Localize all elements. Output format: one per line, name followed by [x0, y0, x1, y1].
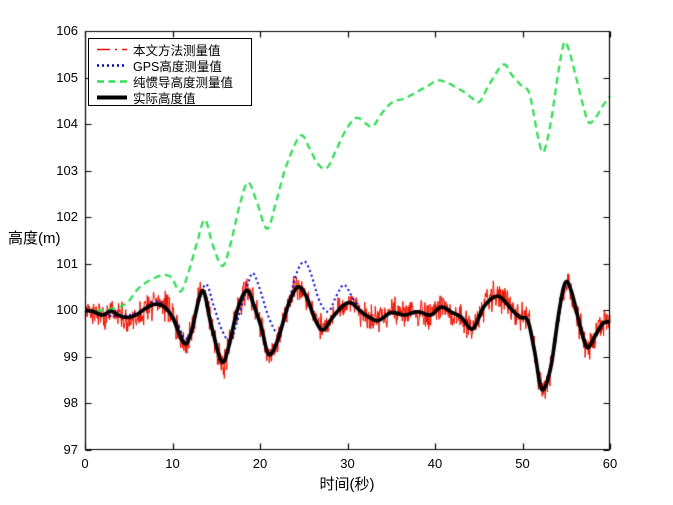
x-tick-label: 10: [165, 456, 180, 471]
y-tick-label: 97: [63, 442, 78, 457]
x-tick-label: 50: [515, 456, 530, 471]
x-tick-label: 30: [340, 456, 355, 471]
legend-label: 本文方法测量值: [133, 43, 221, 58]
x-tick-label: 60: [602, 456, 618, 471]
legend-item: 实际高度值: [96, 89, 251, 106]
y-tick-label: 106: [56, 23, 78, 38]
x-tick-label: 20: [252, 456, 268, 471]
y-tick-label: 103: [56, 162, 78, 178]
x-axis-label: 时间(秒): [319, 476, 375, 493]
legend-item: 本文方法测量值: [96, 41, 251, 58]
legend-item: 纯惯导高度测量值: [96, 73, 251, 90]
legend-label: GPS高度测量值: [133, 59, 222, 74]
legend-label: 纯惯导高度测量值: [133, 75, 234, 90]
y-tick-label: 99: [63, 348, 78, 364]
x-tick-label: 0: [81, 456, 89, 471]
y-tick-label: 98: [63, 395, 78, 411]
y-tick-label: 105: [56, 69, 78, 85]
y-tick-label: 104: [56, 116, 78, 132]
legend: 本文方法测量值 GPS高度测量值 纯惯导高度测量值 实际高度值: [88, 38, 252, 106]
y-tick-label: 101: [56, 255, 78, 271]
legend-item: GPS高度测量值: [96, 57, 251, 74]
legend-line-sample-solid-icon: [97, 95, 127, 99]
legend-line-sample-dotted-icon: [97, 63, 127, 67]
legend-line-sample-dashed-icon: [97, 79, 127, 83]
y-axis-label: 高度(m): [8, 230, 61, 247]
x-tick-label: 40: [427, 456, 443, 471]
y-tick-label: 102: [56, 209, 78, 225]
legend-line-sample-dashdot-icon: [97, 48, 127, 50]
legend-label: 实际高度值: [133, 91, 196, 106]
y-tick-label: 100: [56, 302, 78, 318]
